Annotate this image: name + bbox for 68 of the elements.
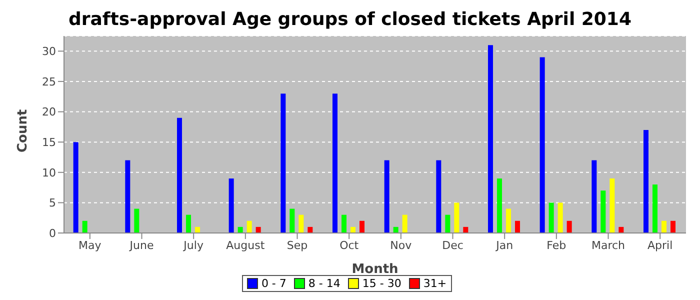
bar — [445, 214, 450, 233]
y-tick-label: 0 — [49, 226, 56, 240]
bar — [558, 202, 563, 233]
bar — [350, 226, 356, 233]
y-tick-label: 15 — [42, 136, 56, 149]
bar — [643, 130, 648, 233]
y-tick-label: 25 — [42, 75, 56, 88]
bar — [592, 160, 597, 233]
bar — [618, 226, 624, 233]
y-tick-label: 5 — [49, 196, 56, 210]
bar — [488, 45, 493, 233]
bar — [506, 208, 511, 233]
x-tick-label: August — [226, 238, 266, 252]
x-tick-label: May — [78, 238, 102, 252]
bar — [73, 142, 78, 233]
bar — [298, 214, 304, 233]
x-tick-label: Dec — [442, 238, 464, 252]
x-tick-label: Feb — [546, 238, 566, 252]
bar — [514, 220, 520, 233]
chart-title: drafts-approval Age groups of closed tickets April 2014 — [68, 8, 632, 32]
bar — [341, 214, 346, 233]
bar — [228, 178, 234, 233]
y-tick-label: 10 — [42, 166, 56, 180]
x-tick-label: Jan — [495, 238, 514, 252]
y-axis-title: Count — [16, 109, 31, 152]
legend-label: 15 - 30 — [361, 277, 402, 290]
bar — [393, 226, 398, 233]
x-tick-label: Nov — [390, 238, 412, 252]
bar — [186, 214, 191, 233]
bar — [661, 220, 666, 233]
x-tick-label: June — [128, 238, 154, 252]
bar — [652, 184, 658, 233]
bar — [454, 202, 460, 233]
bar — [238, 226, 243, 233]
y-tick-label: 30 — [42, 45, 56, 58]
bar — [280, 94, 286, 233]
bar — [670, 220, 676, 233]
bar — [610, 178, 615, 233]
bar — [134, 208, 140, 233]
x-tick-label: July — [182, 238, 204, 252]
bar — [548, 202, 554, 233]
x-tick-label: March — [591, 238, 626, 252]
bar — [496, 178, 502, 233]
bar — [125, 160, 130, 233]
bar — [246, 220, 252, 233]
bar — [402, 214, 408, 233]
bar — [600, 190, 606, 233]
bar — [82, 220, 88, 233]
bar — [176, 118, 182, 233]
legend-label: 8 - 14 — [307, 277, 340, 290]
bar — [359, 220, 364, 233]
x-tick-label: Sep — [286, 238, 308, 252]
x-axis-title: Month — [352, 262, 398, 277]
y-tick-label: 20 — [42, 106, 56, 119]
legend-label: 0 - 7 — [260, 277, 286, 290]
bar — [436, 160, 442, 233]
bar — [256, 226, 261, 233]
bar — [194, 226, 200, 233]
x-tick-label: Oct — [340, 238, 360, 252]
bar — [290, 208, 295, 233]
bar — [384, 160, 390, 233]
bar — [540, 57, 545, 233]
bar — [308, 226, 313, 233]
bar — [566, 220, 572, 233]
legend-label: 31+ — [422, 277, 447, 290]
x-tick-label: April — [648, 238, 673, 252]
bar — [463, 226, 468, 233]
bar — [332, 94, 338, 233]
